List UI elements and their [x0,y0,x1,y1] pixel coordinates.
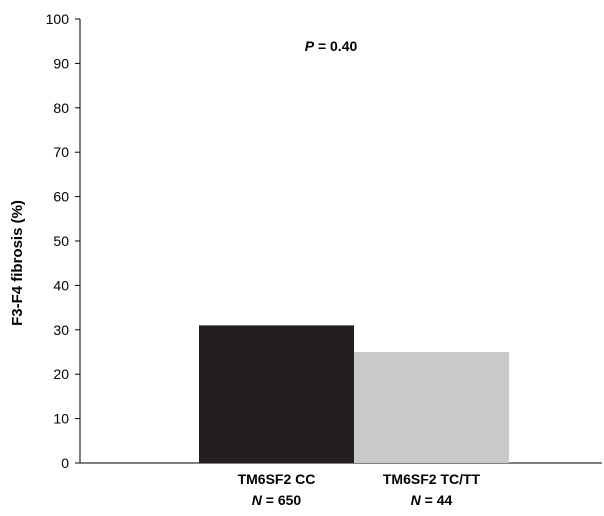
p-value: = 0.40 [318,38,358,54]
sample-size-value: = 44 [421,492,453,508]
y-axis-title: F3-F4 fibrosis (%) [9,200,26,326]
sample-size-label: N = 44 [411,492,453,508]
y-tick-label: 100 [46,11,70,27]
y-tick-label: 90 [53,55,69,71]
category-label: TM6SF2 TC/TT [383,471,481,487]
sample-size-label: N = 650 [252,492,302,508]
bars [199,325,509,463]
category-labels: TM6SF2 CC N = 650 TM6SF2 TC/TT N = 44 [238,471,481,508]
y-tick-label: 20 [53,366,69,382]
y-tick-label: 70 [53,144,69,160]
sample-size-symbol: N [411,492,422,508]
bar [199,325,354,463]
y-tick-label: 60 [53,189,69,205]
y-tick-label: 50 [53,233,69,249]
axes: 0 10 20 30 40 50 60 70 80 90 100 [46,11,602,471]
y-tick-label: 10 [53,411,69,427]
y-tick-label: 40 [53,277,69,293]
y-tick-label: 80 [53,100,69,116]
sample-size-symbol: N [252,492,263,508]
y-tick-label: 30 [53,322,69,338]
category-label: TM6SF2 CC [238,471,316,487]
p-value-annotation: P = 0.40 [305,38,358,54]
sample-size-value: = 650 [262,492,302,508]
p-label: P [305,38,315,54]
y-tick-label: 0 [61,455,69,471]
bar [354,352,509,463]
